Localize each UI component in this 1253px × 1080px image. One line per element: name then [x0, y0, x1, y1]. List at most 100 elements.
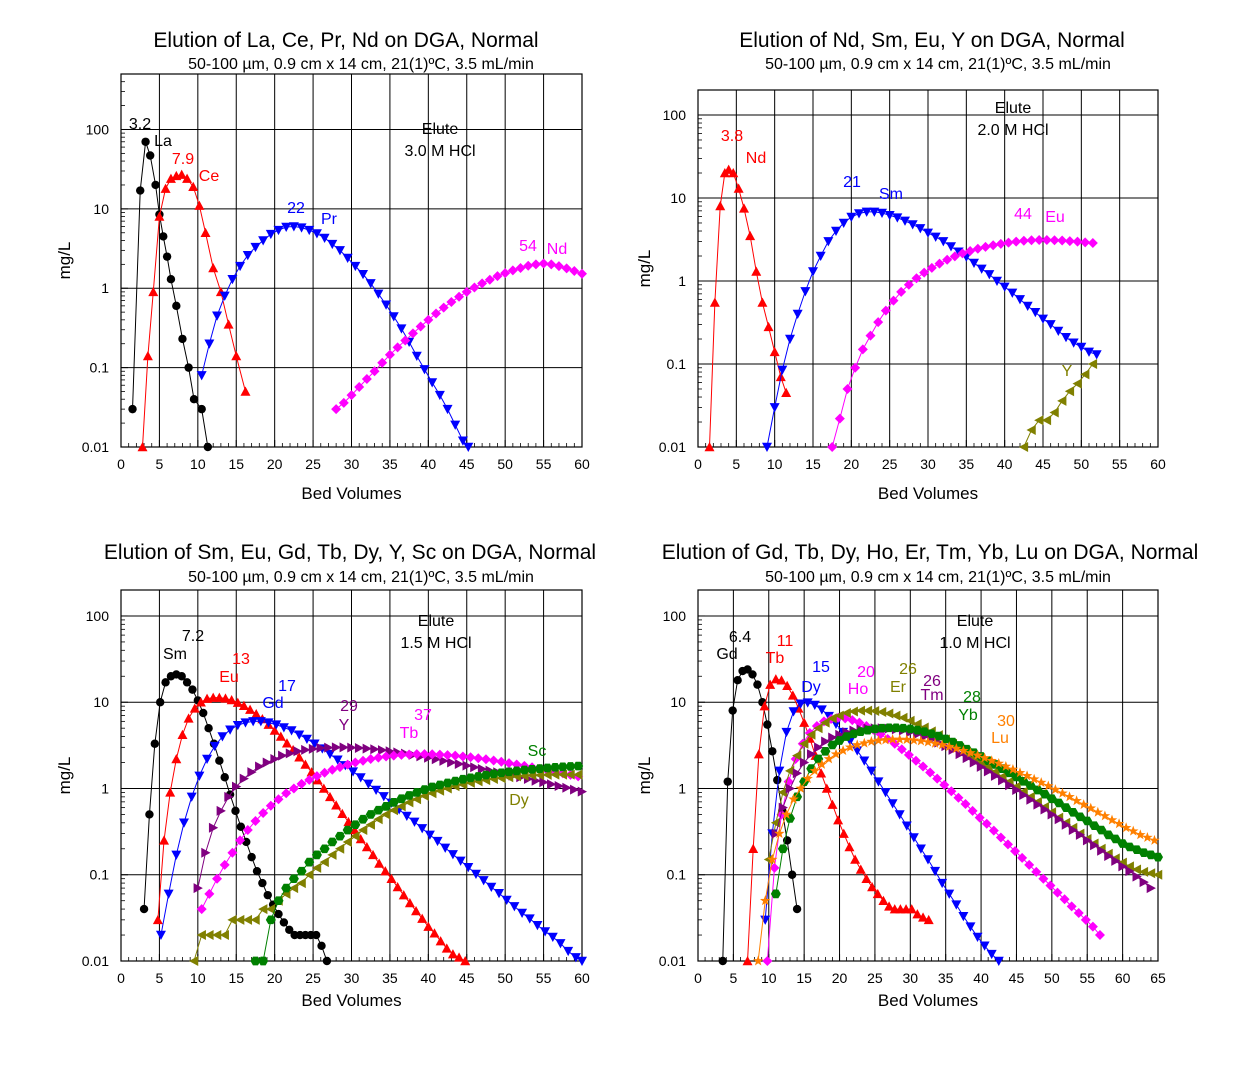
data-point-yb [1096, 825, 1107, 835]
data-point-y [562, 782, 572, 793]
data-point-dy [388, 805, 399, 816]
data-point-tb [327, 764, 338, 775]
data-point-tm [1068, 825, 1079, 836]
data-point-gd [540, 927, 551, 937]
data-point-nd [704, 442, 715, 452]
data-point-tb [242, 825, 253, 836]
x-tick-label: 15 [228, 456, 244, 472]
peak-label-ce: 7.9 [172, 151, 194, 168]
data-point-sc [504, 767, 515, 777]
data-point-y [454, 759, 465, 770]
data-point-y [1026, 425, 1036, 436]
series-label-y: Y [339, 717, 350, 734]
chart-panel-3: Elution of Sm, Eu, Gd, Tb, Dy, Y, Sc on … [55, 541, 596, 1010]
data-point-dy [887, 799, 898, 809]
data-point-tm [1054, 814, 1064, 825]
data-point-sc [288, 874, 299, 884]
y-axis-label: mg/L [635, 757, 654, 795]
data-point-y [316, 742, 326, 753]
data-point-y [439, 755, 449, 766]
data-point-sm [769, 403, 780, 413]
peak-label-la: 3.2 [129, 116, 151, 133]
y-tick-label: 100 [86, 608, 110, 624]
x-tick-label: 20 [267, 970, 283, 986]
data-point-tm [1019, 790, 1029, 801]
data-point-lu [774, 828, 785, 839]
data-point-tb [365, 753, 376, 764]
data-point-lu [1021, 770, 1033, 781]
data-point-tb [219, 859, 230, 870]
data-point-sm [785, 334, 795, 345]
data-point-gd [355, 773, 366, 783]
data-point-nd [728, 168, 739, 178]
data-point-dy [908, 833, 919, 843]
data-point-pr [212, 311, 223, 321]
eluent-annotation: 2.0 M HCl [977, 122, 1048, 139]
data-point-eu [988, 240, 999, 251]
chart-subtitle: 50-100 µm, 0.9 cm x 14 cm, 21(1)ºC, 3.5 … [765, 569, 1111, 586]
data-point-dy [802, 698, 813, 708]
data-point-gd [718, 956, 727, 966]
data-point-gd [409, 817, 420, 827]
peak-label-tb: 37 [414, 707, 432, 724]
data-point-tb [304, 774, 315, 785]
data-point-ho [1080, 914, 1091, 925]
data-point-y [239, 773, 249, 784]
data-point-lu [802, 773, 813, 784]
series-line-dy [764, 702, 1000, 962]
data-point-yb [1153, 852, 1163, 862]
data-point-pr [327, 239, 338, 250]
data-point-sc [573, 761, 584, 771]
data-point-yb [1075, 812, 1086, 822]
data-point-sm [1068, 338, 1079, 348]
data-point-sm [161, 678, 170, 687]
data-point-gd [447, 850, 458, 860]
data-point-eu [398, 890, 409, 900]
data-point-sm [1084, 347, 1094, 357]
x-tick-label: 5 [732, 456, 740, 472]
chart-subtitle: 50-100 µm, 0.9 cm x 14 cm, 21(1)ºC, 3.5 … [765, 56, 1111, 73]
y-tick-label: 10 [93, 694, 109, 710]
data-point-pr [296, 223, 307, 233]
data-point-sc [450, 776, 461, 786]
data-point-tm [814, 742, 824, 753]
data-point-tb [821, 783, 832, 793]
data-point-lu [936, 739, 948, 750]
y-axis-label: mg/L [55, 242, 74, 280]
data-point-dy [319, 857, 329, 868]
data-point-y [293, 746, 303, 757]
chart-panel-1: Elution of La, Ce, Pr, Nd on DGA, Normal… [55, 29, 590, 503]
data-point-sc [434, 780, 445, 790]
data-point-eu [195, 697, 206, 707]
peak-label-nd: 3.8 [721, 128, 743, 145]
data-point-gd [217, 732, 228, 742]
data-point-y [347, 742, 357, 753]
data-point-tb [742, 956, 753, 966]
x-axis-label: Bed Volumes [301, 484, 401, 503]
x-tick-label: 45 [1035, 456, 1051, 472]
data-point-lu [1057, 787, 1068, 798]
data-point-tm [1118, 861, 1128, 872]
data-point-dy [404, 797, 414, 808]
data-point-nd [715, 201, 726, 211]
data-point-tb [250, 815, 261, 826]
y-tick-label: 0.01 [659, 953, 686, 969]
data-point-er [806, 729, 816, 740]
data-point-nd [369, 366, 380, 377]
data-point-gd [555, 939, 566, 949]
data-point-tb [906, 904, 917, 914]
data-point-sm [1022, 301, 1033, 311]
data-point-ho [953, 792, 964, 803]
data-point-lu [1149, 834, 1160, 845]
data-point-lu [1071, 795, 1082, 806]
data-point-y [324, 742, 334, 753]
peak-label-lu: 30 [997, 713, 1015, 730]
data-point-gd [733, 676, 742, 685]
elute-annotation: Elute [418, 613, 455, 630]
data-point-sm [252, 866, 262, 876]
data-point-dy [866, 766, 877, 776]
data-point-tb [787, 690, 798, 700]
data-point-dy [901, 821, 912, 831]
data-point-y [370, 744, 380, 755]
data-point-dy [327, 849, 337, 860]
